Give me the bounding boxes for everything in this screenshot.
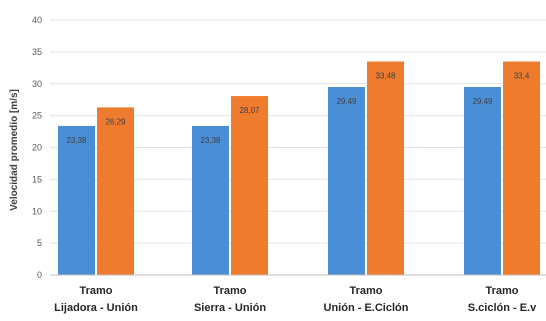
y-axis-ticks: 0 5 10 15 20 25 30 35 40 — [32, 15, 42, 280]
y-tick-label: 30 — [32, 79, 42, 89]
bar-series-1-2 — [192, 125, 229, 275]
x-axis-categories: Tramo Lijadora - Unión Tramo Sierra - Unión… — [54, 285, 537, 314]
y-tick-label: 25 — [32, 111, 42, 121]
data-label: 23,38 — [66, 136, 87, 145]
bar-series-1-1 — [58, 125, 95, 275]
x-category-sublabel: Sierra - Unión — [194, 302, 266, 314]
data-label: 29,49 — [336, 97, 357, 106]
bar-series-2-3 — [367, 61, 404, 275]
bars: 23,38 23,38 29,49 29,49 26,29 28,07 33,48 33,4 — [58, 61, 540, 276]
y-axis-label: Velocidad promedio [m/s] — [9, 89, 20, 211]
x-category-label: Tramo — [349, 285, 382, 297]
y-tick-label: 35 — [32, 47, 42, 57]
data-label: 23,38 — [200, 136, 221, 145]
data-label: 28,07 — [239, 106, 260, 115]
bar-series-2-1 — [97, 107, 134, 276]
data-label: 29,49 — [472, 97, 493, 106]
data-label: 33,48 — [375, 72, 396, 81]
x-category-label: Tramo — [79, 285, 112, 297]
x-category-label: Tramo — [213, 285, 246, 297]
x-category-label: Tramo — [485, 285, 518, 297]
data-label: 26,29 — [105, 117, 126, 126]
bar-series-1-3 — [328, 87, 365, 275]
y-tick-label: 10 — [32, 206, 42, 216]
x-category-sublabel: Unión - E.Ciclón — [324, 302, 409, 314]
y-tick-label: 5 — [37, 238, 42, 248]
x-category-sublabel: Lijadora - Unión — [54, 302, 138, 314]
x-category-sublabel: S.ciclón - E.v — [468, 302, 537, 314]
y-tick-label: 15 — [32, 174, 42, 184]
y-tick-label: 0 — [37, 270, 42, 280]
bar-series-1-4 — [464, 87, 501, 275]
data-label: 33,4 — [514, 72, 530, 81]
bar-series-2-2 — [231, 96, 268, 276]
y-tick-label: 40 — [32, 15, 42, 25]
bar-series-2-4 — [503, 61, 540, 275]
y-tick-label: 20 — [32, 143, 42, 153]
